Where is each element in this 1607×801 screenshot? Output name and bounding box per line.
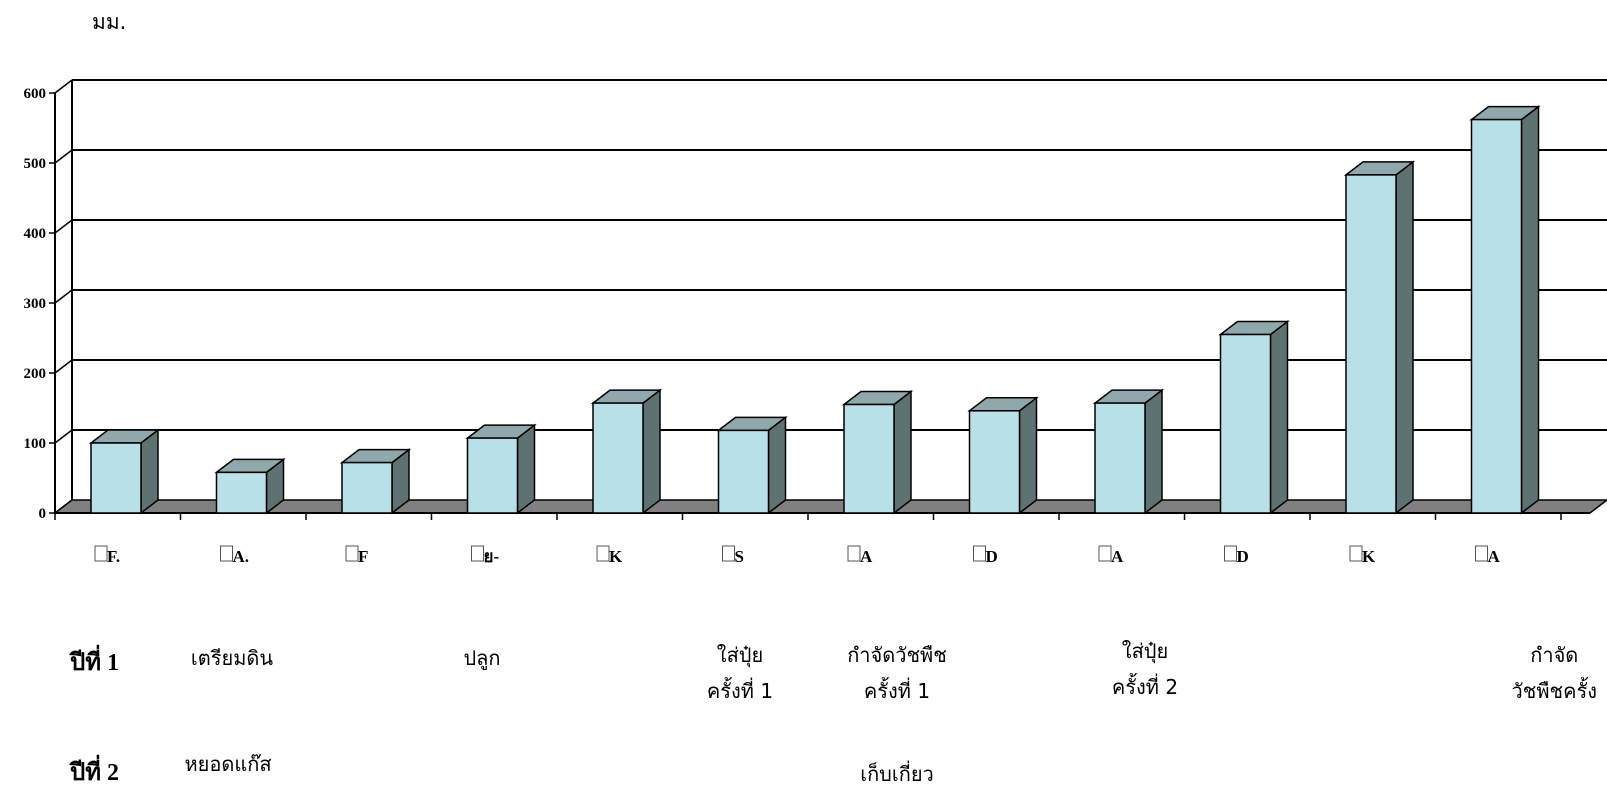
activity-fert1: ใส่ปุ๋ย ครั้งที่ 1 xyxy=(706,643,774,703)
bar-side xyxy=(1144,388,1163,515)
missing-glyph-box xyxy=(1475,545,1488,562)
bar-front xyxy=(341,461,393,514)
bar-front xyxy=(1345,174,1397,514)
missing-glyph-box xyxy=(220,545,233,562)
bar-front xyxy=(215,471,268,514)
category-text: D xyxy=(1237,547,1249,566)
bar-front xyxy=(717,429,770,514)
category-label: D xyxy=(1224,545,1249,566)
bar-front xyxy=(968,410,1021,514)
bar xyxy=(339,448,412,515)
gridline-connector xyxy=(54,149,73,164)
bar-side xyxy=(642,388,661,515)
y-tick-label: 600 xyxy=(24,86,47,102)
missing-glyph-box xyxy=(471,545,484,562)
bar xyxy=(1343,160,1416,515)
bar-side xyxy=(516,423,536,515)
year-2-label: ปีที่ 2 xyxy=(70,760,120,786)
category-text: F. xyxy=(107,547,120,566)
activity-weed1: กำจัดวัชพืช ครั้งที่ 1 xyxy=(847,643,947,703)
bar xyxy=(967,396,1039,515)
activity-prep: เตรียมดิน xyxy=(190,646,274,670)
bar-side xyxy=(893,389,912,515)
y-tick-label: 100 xyxy=(24,436,47,452)
bar-front xyxy=(592,402,644,514)
bars xyxy=(88,105,1541,515)
bar-side xyxy=(767,415,787,515)
category-text: K xyxy=(1362,547,1376,566)
category-text: A. xyxy=(233,547,250,566)
bar-side xyxy=(1269,319,1289,515)
category-text: D xyxy=(986,547,998,566)
category-text: K xyxy=(609,547,623,566)
missing-glyph-box xyxy=(94,545,108,562)
y-axis: 0 100 200 300 400 500 600 xyxy=(24,80,1590,522)
bar xyxy=(1092,388,1165,515)
missing-glyph-box xyxy=(345,545,359,562)
bar-front xyxy=(1219,333,1272,514)
activity-plant: ปลูก xyxy=(463,646,501,670)
missing-glyph-box xyxy=(1349,545,1363,562)
category-text: F xyxy=(358,547,368,566)
gridline-connector xyxy=(54,289,73,304)
y-axis-unit: มม. xyxy=(92,10,127,34)
category-text: A xyxy=(1111,547,1124,566)
missing-glyph-box xyxy=(973,545,986,562)
gridline-connector xyxy=(54,79,73,94)
category-text: ย- xyxy=(484,547,500,566)
y-tick-label: 300 xyxy=(24,296,47,312)
category-text: A xyxy=(860,547,873,566)
bar-front xyxy=(843,403,895,514)
category-label: F. xyxy=(94,545,120,566)
missing-glyph-box xyxy=(1098,545,1112,562)
category-labels: F. A. F ย- K S A D A D K A xyxy=(94,545,1501,566)
gridline-connector xyxy=(54,219,73,234)
missing-glyph-box xyxy=(722,545,735,562)
bar xyxy=(716,415,788,515)
y-tick-label: 400 xyxy=(24,226,47,242)
category-label: S xyxy=(722,545,744,566)
bar-front xyxy=(1094,402,1146,514)
gridline-connector xyxy=(54,429,73,444)
category-text: A xyxy=(1488,547,1501,566)
category-label: F xyxy=(345,545,368,566)
gridline-connector xyxy=(54,359,73,374)
activity-weed2: กำจัด วัชพืชครั้ง xyxy=(1511,643,1597,703)
activity-gas: หยอดแก๊ส xyxy=(184,752,272,776)
bar xyxy=(590,388,663,515)
bar-side xyxy=(1395,160,1414,515)
y-tick-label: 0 xyxy=(39,506,47,522)
bar xyxy=(841,389,914,515)
bar xyxy=(88,428,161,515)
category-label: K xyxy=(1349,545,1376,566)
category-label: ย- xyxy=(471,545,500,566)
category-label: K xyxy=(596,545,623,566)
activity-fert2: ใส่ปุ๋ย ครั้งที่ 2 xyxy=(1111,639,1179,699)
bar-side xyxy=(1018,396,1038,515)
bar xyxy=(1469,105,1541,515)
missing-glyph-box xyxy=(1224,545,1237,562)
activity-harvest: เก็บเกี่ยว xyxy=(860,762,934,786)
missing-glyph-box xyxy=(847,545,861,562)
y-tick-label: 200 xyxy=(24,366,47,382)
category-label: A xyxy=(847,545,873,566)
category-label: A. xyxy=(220,545,250,566)
bar xyxy=(465,423,537,515)
category-label: A xyxy=(1098,545,1124,566)
bar-side xyxy=(140,428,159,515)
bar-front xyxy=(466,437,519,514)
bar-front xyxy=(1470,118,1523,514)
category-label: A xyxy=(1475,545,1501,566)
bar-front xyxy=(90,442,142,514)
y-tick-label: 500 xyxy=(24,156,47,172)
missing-glyph-box xyxy=(596,545,610,562)
bar xyxy=(214,457,286,515)
year-1-label: ปีที่ 1 xyxy=(70,650,120,676)
bar-side xyxy=(1520,105,1540,515)
bar xyxy=(1218,319,1290,515)
category-label: D xyxy=(973,545,998,566)
category-text: S xyxy=(735,547,744,566)
